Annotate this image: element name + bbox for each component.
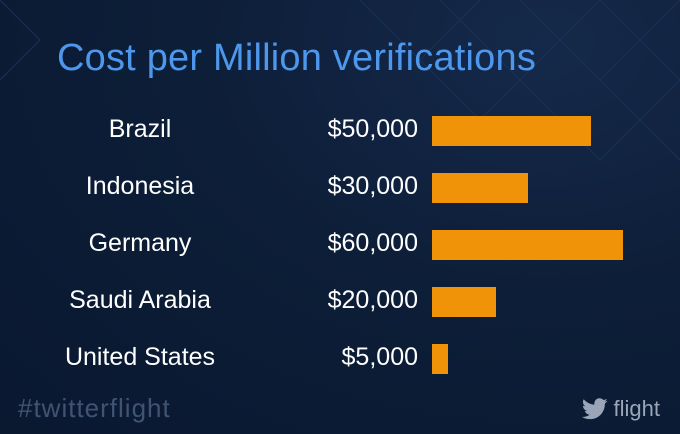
value-label: $5,000 [341,343,418,371]
bar [432,344,448,374]
value-label: $60,000 [327,229,418,257]
category-label: Germany [88,229,192,257]
bar [432,230,623,260]
brand-name: flight [613,396,660,421]
brand-logo: flight [581,396,660,422]
bar-row: Indonesia $30,000 [0,164,680,208]
category-label: Brazil [108,115,172,143]
bar-row: Germany $60,000 [0,221,680,265]
value-label: $30,000 [327,172,418,200]
bar-row: United States $5,000 [0,335,680,379]
value-label: $50,000 [327,115,418,143]
bar [432,287,496,317]
category-label: United States [64,343,216,371]
category-label: Saudi Arabia [69,286,211,314]
category-label: Indonesia [85,172,195,200]
bar-row: Saudi Arabia $20,000 [0,278,680,322]
value-label: $20,000 [327,286,418,314]
hashtag-label: #twitterflight [18,393,171,423]
twitter-bird-icon [581,398,608,420]
bar [432,173,528,203]
bar [432,116,591,146]
bar-row: Brazil $50,000 [0,107,680,151]
chart-title: Cost per Million verifications [57,37,537,79]
